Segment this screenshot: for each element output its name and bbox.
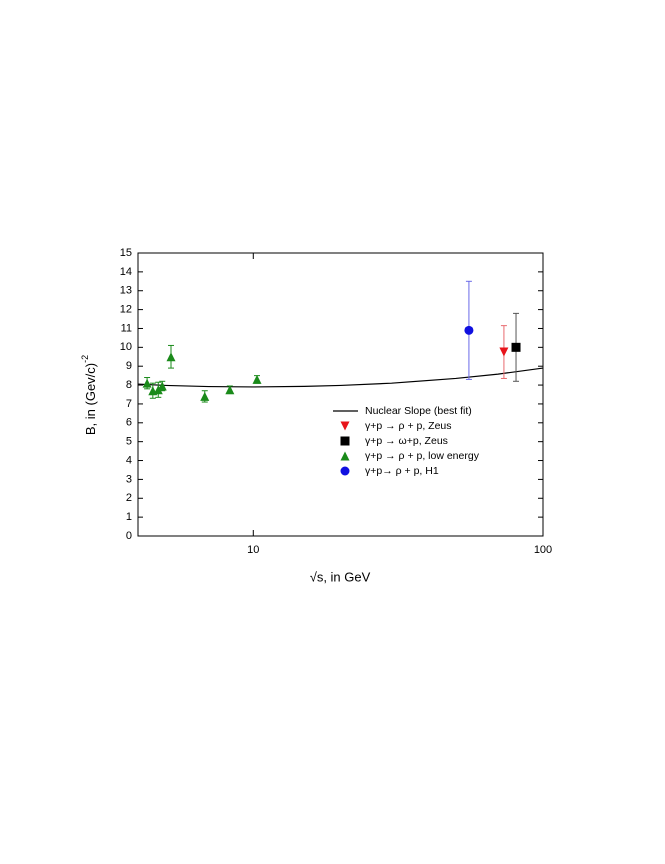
y-tick-label: 5: [126, 436, 132, 448]
x-tick-label: 100: [534, 544, 552, 556]
y-tick-label: 14: [120, 266, 132, 278]
y-tick-label: 8: [126, 379, 132, 391]
y-axis-label: B, in (Gev/c)-2: [80, 355, 98, 435]
data-point: [499, 347, 509, 357]
y-axis-label-text: B, in (Gev/c): [83, 363, 98, 435]
data-point: [225, 385, 235, 395]
x-tick-label: 10: [247, 544, 259, 556]
legend-swatch: [340, 436, 350, 446]
y-tick-label: 3: [126, 473, 132, 485]
legend-swatch: [340, 421, 350, 431]
y-tick-label: 10: [120, 341, 132, 353]
legend-swatch: [340, 451, 350, 461]
plot-frame: [137, 252, 544, 537]
y-tick-label: 0: [126, 530, 132, 542]
y-tick-label: 9: [126, 360, 132, 372]
legend-label: γ+p→ ρ + p, H1: [365, 465, 439, 477]
y-tick-label: 2: [126, 492, 132, 504]
legend-label: γ+p → ρ + p, low energy: [365, 450, 480, 462]
legend-label: γ+p → ρ + p, Zeus: [365, 420, 452, 432]
legend-label: Nuclear Slope (best fit): [365, 405, 472, 417]
x-axis-label: √s, in GeV: [310, 569, 371, 584]
y-axis-label-exponent: -2: [80, 355, 90, 363]
y-tick-label: 11: [121, 322, 132, 334]
y-tick-label: 6: [126, 417, 132, 429]
data-point: [511, 342, 521, 352]
data-point: [464, 325, 474, 335]
data-point: [142, 378, 152, 388]
y-tick-label: 13: [120, 285, 132, 297]
fit-line: [137, 367, 544, 388]
y-tick-label: 7: [126, 398, 132, 410]
y-tick-label: 12: [120, 304, 132, 316]
y-tick-label: 4: [126, 454, 132, 466]
y-tick-label: 15: [120, 247, 132, 259]
data-point: [252, 374, 262, 384]
data-point: [200, 391, 210, 401]
legend: Nuclear Slope (best fit) γ+p → ρ + p, Zeu…: [333, 405, 480, 477]
legend-swatch: [340, 466, 350, 476]
y-tick-label: 1: [126, 511, 132, 523]
data-point: [157, 381, 167, 391]
legend-label: γ+p → ω+p, Zeus: [365, 435, 448, 447]
data-point: [166, 352, 176, 362]
